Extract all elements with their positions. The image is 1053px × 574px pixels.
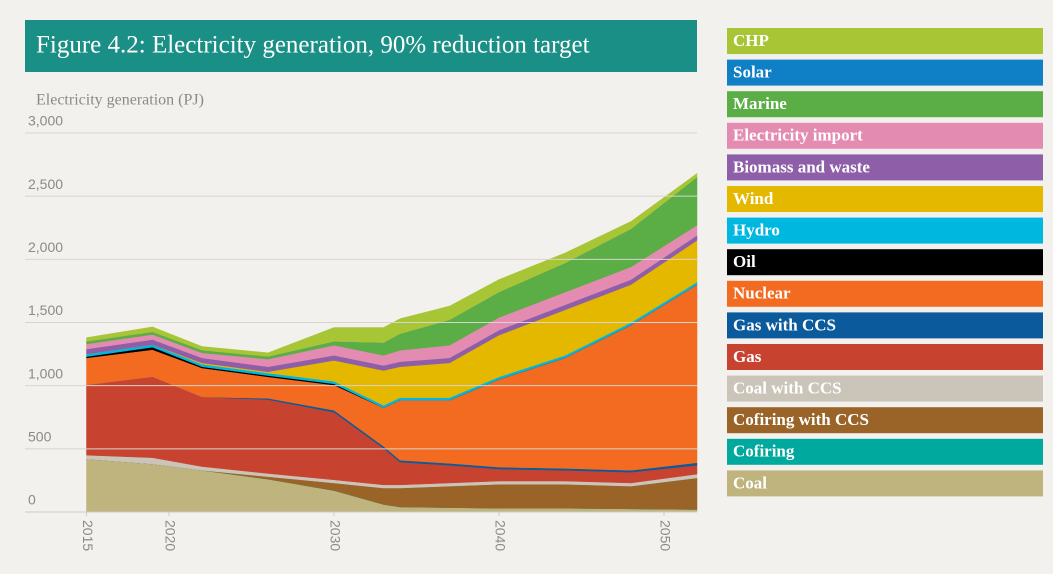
legend-label: CHP bbox=[733, 31, 769, 50]
legend-swatch bbox=[727, 280, 1043, 307]
x-tick-label: 2050 bbox=[657, 520, 673, 551]
legend-label: Solar bbox=[733, 63, 772, 82]
legend-label: Cofiring bbox=[733, 442, 795, 461]
legend-label: Biomass and waste bbox=[733, 157, 870, 176]
legend-label: Gas with CCS bbox=[733, 315, 836, 334]
y-tick-label: 0 bbox=[28, 492, 36, 508]
title-banner bbox=[25, 20, 697, 72]
legend-swatch bbox=[727, 59, 1043, 86]
legend-swatch bbox=[727, 344, 1043, 370]
legend-swatch bbox=[727, 28, 1043, 54]
x-tick-label: 2020 bbox=[162, 520, 178, 551]
legend-label: Oil bbox=[733, 252, 756, 271]
legend-label: Hydro bbox=[733, 221, 780, 240]
y-axis-label: Electricity generation (PJ) bbox=[36, 92, 204, 109]
legend-swatch bbox=[727, 470, 1043, 497]
legend-swatch bbox=[727, 438, 1043, 465]
legend-label: Gas bbox=[733, 347, 762, 366]
x-tick-label: 2015 bbox=[80, 520, 96, 551]
x-tick-label: 2040 bbox=[492, 520, 508, 551]
legend-label: Coal with CCS bbox=[733, 379, 842, 398]
legend-label: Electricity import bbox=[733, 126, 863, 145]
x-tick-label: 2030 bbox=[327, 520, 343, 551]
y-tick-label: 2,500 bbox=[28, 176, 63, 192]
legend-label: Coal bbox=[733, 473, 767, 492]
legend-swatch bbox=[727, 91, 1043, 118]
legend-swatch bbox=[727, 407, 1043, 434]
legend-label: Cofiring with CCS bbox=[733, 410, 869, 429]
legend-swatch bbox=[727, 375, 1043, 402]
y-tick-label: 500 bbox=[28, 429, 52, 445]
legend-label: Marine bbox=[733, 94, 787, 113]
y-tick-label: 3,000 bbox=[28, 113, 63, 129]
y-tick-label: 2,000 bbox=[28, 239, 63, 255]
legend-swatch bbox=[727, 312, 1043, 339]
legend-swatch bbox=[727, 122, 1043, 149]
legend-swatch bbox=[727, 249, 1043, 276]
chart-title: Figure 4.2: Electricity generation, 90% … bbox=[36, 32, 590, 59]
legend-swatch bbox=[727, 154, 1043, 181]
y-tick-label: 1,000 bbox=[28, 365, 63, 381]
legend-swatch bbox=[727, 186, 1043, 212]
area bbox=[86, 172, 698, 357]
legend-label: Nuclear bbox=[733, 284, 791, 303]
legend-label: Wind bbox=[733, 189, 774, 208]
y-tick-label: 1,500 bbox=[28, 302, 63, 318]
legend-swatch bbox=[727, 217, 1043, 244]
